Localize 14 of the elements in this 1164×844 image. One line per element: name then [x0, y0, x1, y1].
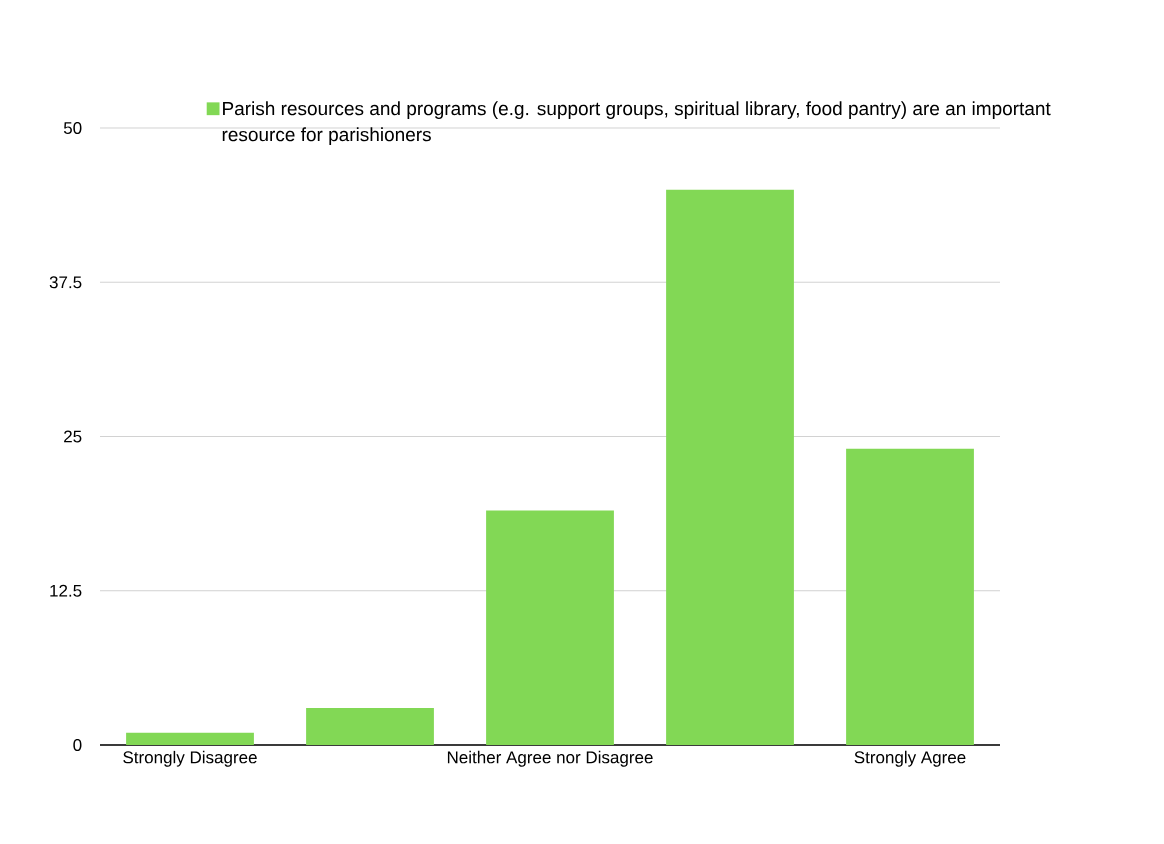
y-tick-label: 25: [64, 430, 82, 443]
bar: [846, 448, 974, 745]
x-tick-label: Strongly Disagree: [123, 750, 257, 767]
bar: [306, 707, 434, 745]
bar: [666, 189, 794, 745]
x-tick-label: Strongly Agree: [854, 750, 966, 767]
y-tick-label: 0: [73, 738, 82, 752]
y-tick-label: 37.5: [49, 276, 82, 289]
bar: [126, 732, 254, 745]
legend-label: Parish resources and programs (e.g. support groups, spiritual library, food pantry) are an important resource for parishioners: [222, 101, 1051, 146]
y-tick-label: 12.5: [50, 584, 82, 597]
bar: [486, 510, 614, 745]
y-tick-label: 50: [63, 121, 82, 135]
x-tick-label: Neither Agree nor Disagree: [447, 750, 653, 767]
